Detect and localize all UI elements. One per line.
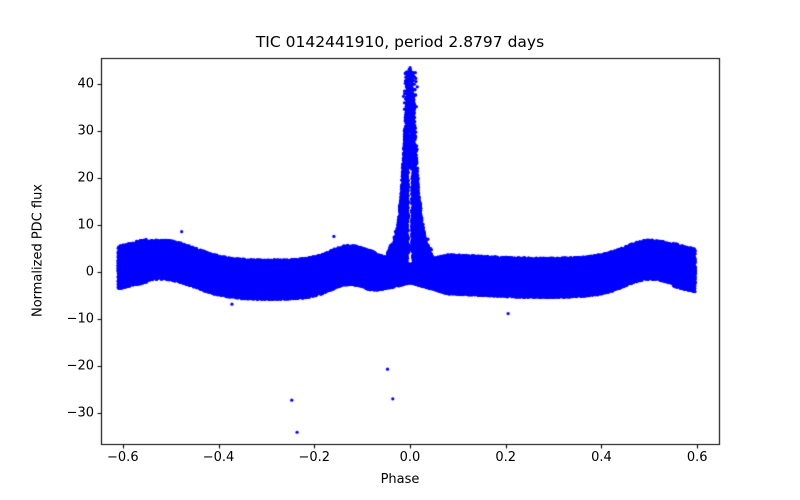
y-tick-label: 40 bbox=[77, 76, 94, 92]
x-tick-label: −0.4 bbox=[202, 450, 235, 465]
y-tick-label: −10 bbox=[66, 311, 94, 327]
y-tick-label: −30 bbox=[66, 405, 94, 421]
x-tick-label: 0.0 bbox=[399, 450, 421, 465]
y-axis-tick-labels: −30 −20 −10 0 10 20 30 40 bbox=[0, 0, 94, 500]
x-tick-label: −0.6 bbox=[107, 450, 139, 465]
y-tick-label: −20 bbox=[66, 358, 94, 374]
y-tick-label: 10 bbox=[77, 217, 94, 233]
y-tick-label: 0 bbox=[85, 264, 94, 280]
y-tick-label: 30 bbox=[77, 123, 94, 139]
x-tick-label: 0.6 bbox=[686, 450, 708, 465]
x-tick-label: −0.2 bbox=[298, 450, 331, 465]
y-tick-label: 20 bbox=[77, 170, 94, 186]
x-tick-label: 0.2 bbox=[495, 450, 517, 465]
x-tick-label: 0.4 bbox=[591, 450, 612, 465]
